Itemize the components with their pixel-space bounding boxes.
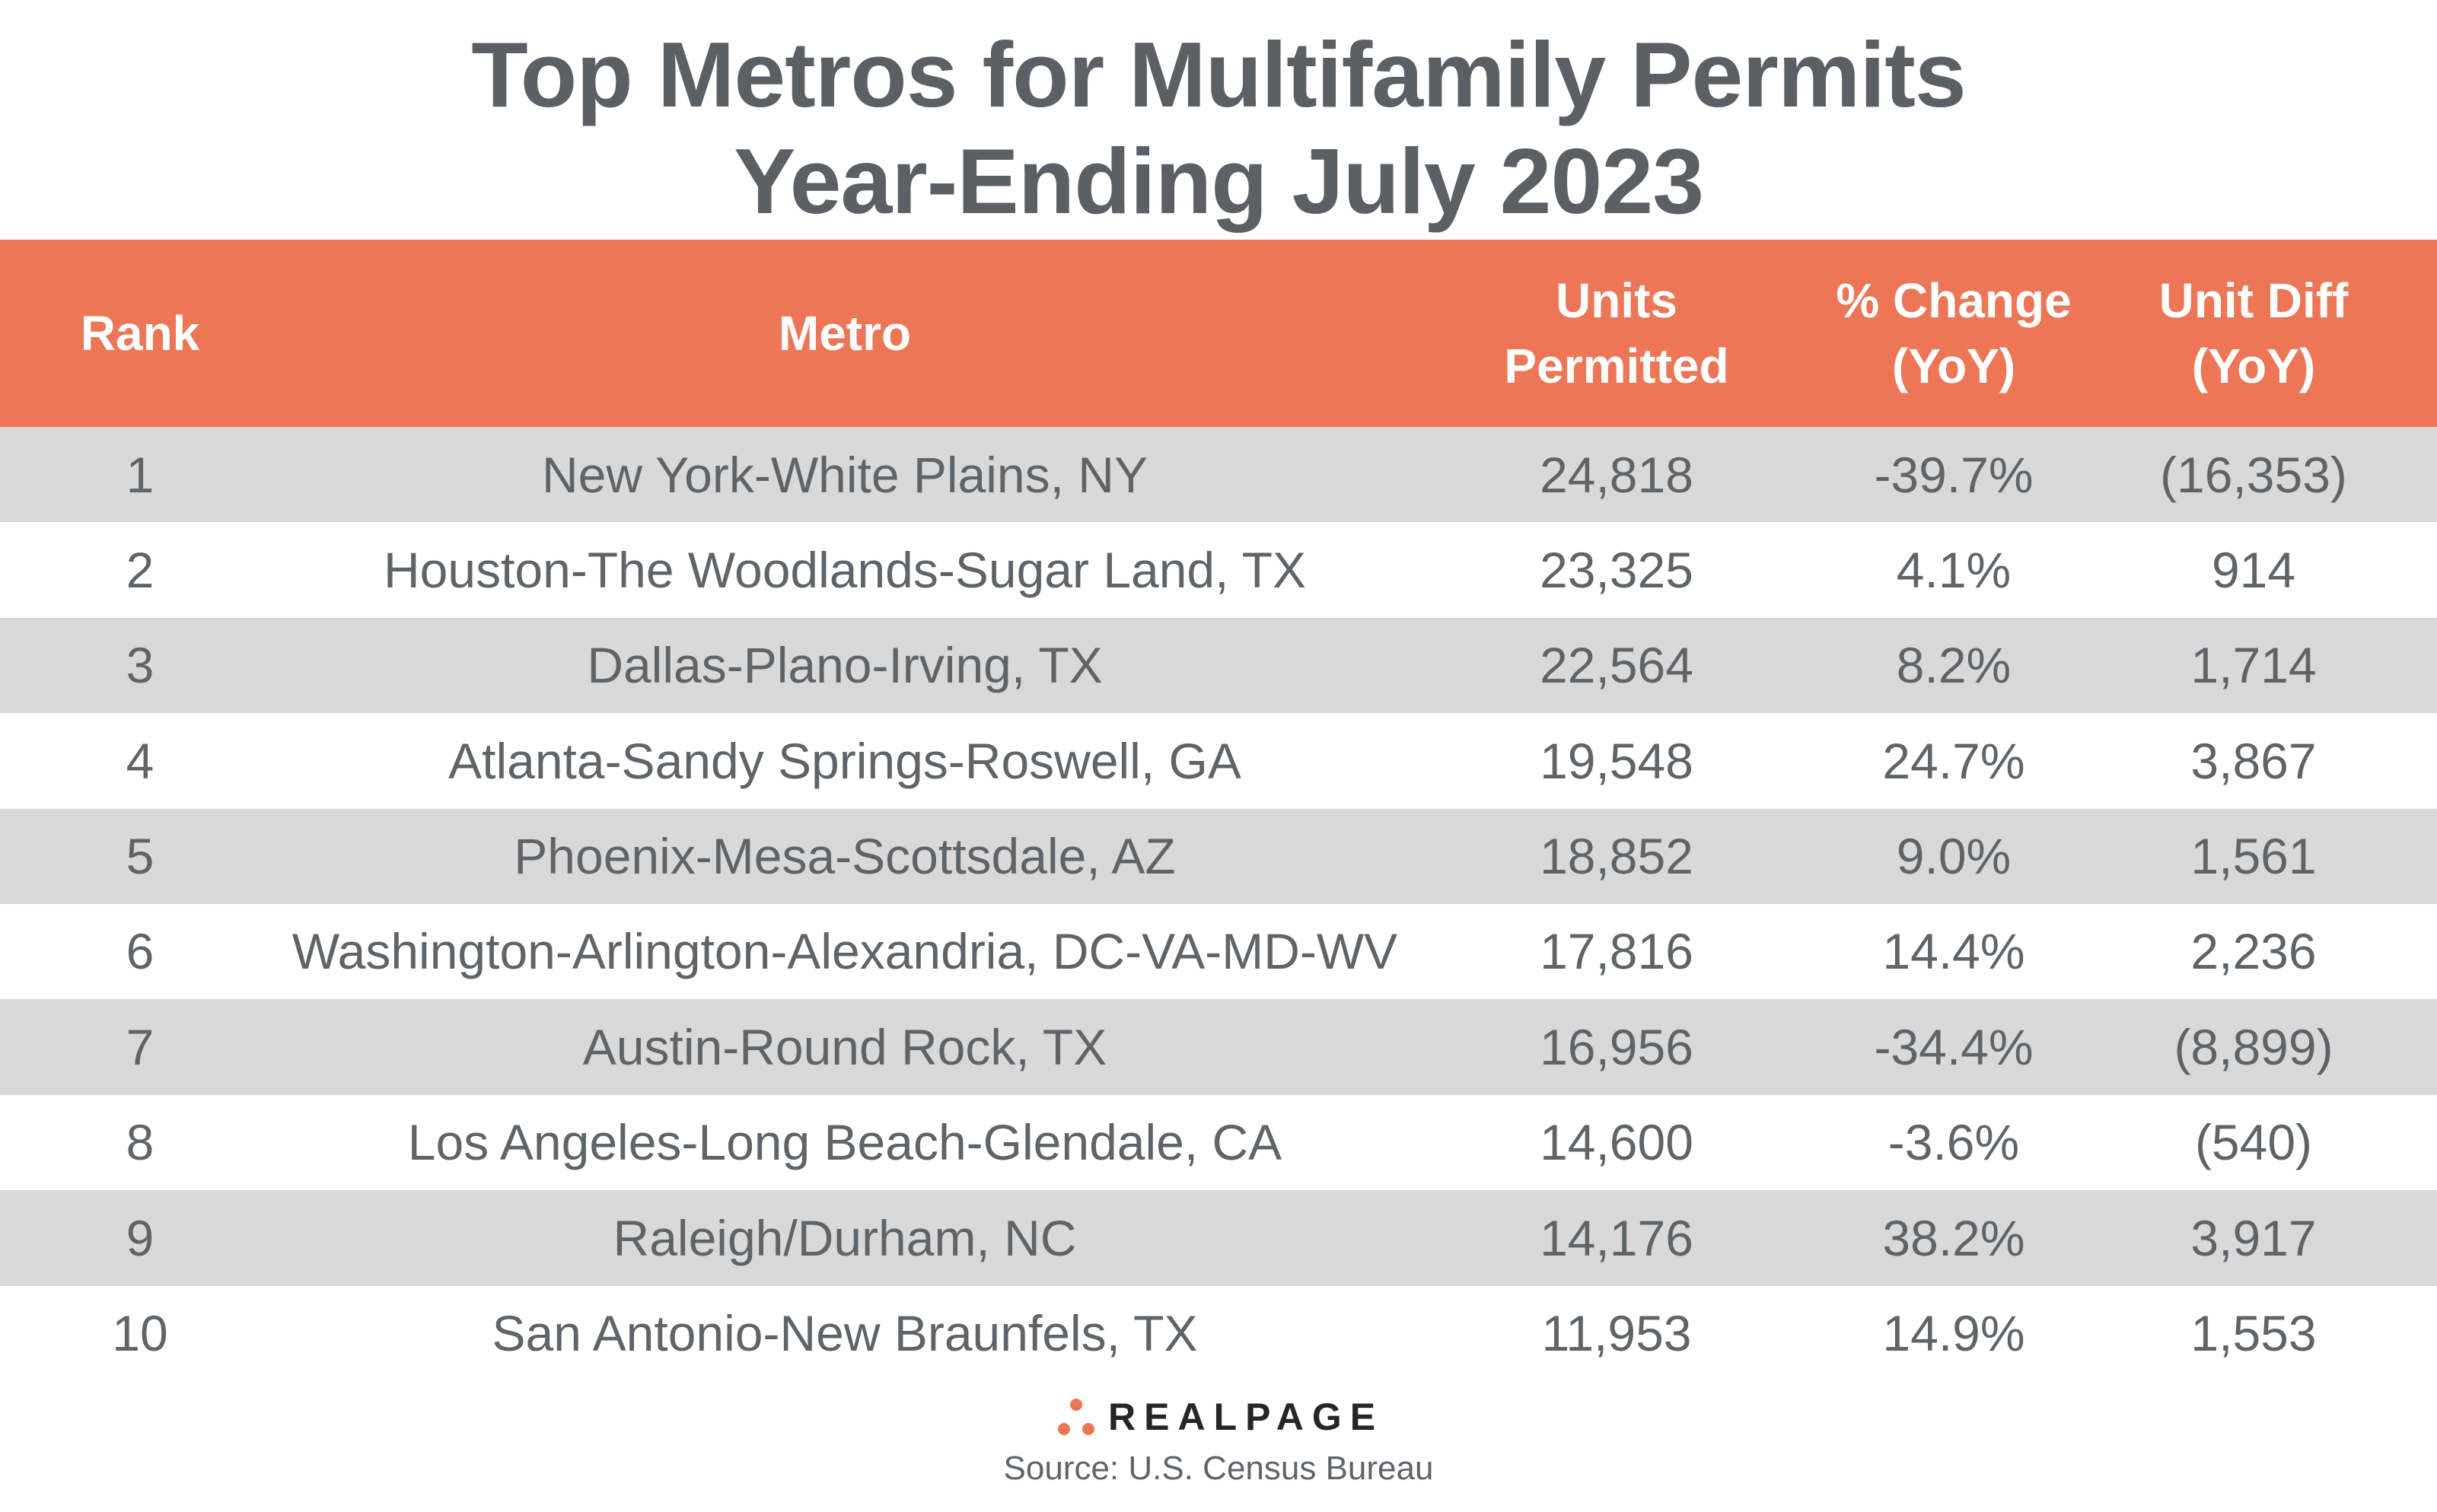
cell-units-permitted: 23,325 bbox=[1540, 541, 1693, 598]
cell-units-permitted: 18,852 bbox=[1540, 828, 1693, 885]
cell-pct-change: 14.4% bbox=[1882, 923, 2025, 980]
cell-rank: 5 bbox=[126, 828, 155, 885]
cell-pct-change: 9.0% bbox=[1896, 828, 2012, 885]
cell-metro: Dallas-Plano-Irving, TX bbox=[587, 637, 1103, 694]
cell-metro: Austin-Round Rock, TX bbox=[582, 1018, 1107, 1075]
cell-rank: 7 bbox=[126, 1018, 155, 1075]
table-row: 1 New York-White Plains, NY 24,818 -39.7% (1… bbox=[0, 427, 2437, 523]
table-header: Rank Metro Units Permitted % Change (YoY… bbox=[0, 240, 2437, 427]
realpage-logo: REALPAGE bbox=[1058, 1394, 1384, 1440]
cell-metro: Raleigh/Durham, NC bbox=[613, 1209, 1077, 1266]
cell-units-permitted: 14,600 bbox=[1540, 1114, 1693, 1171]
cell-unit-diff: (16,353) bbox=[2160, 446, 2347, 503]
table-row: 4 Atlanta-Sandy Springs-Roswell, GA 19,548… bbox=[0, 713, 2437, 808]
table-row: 5 Phoenix-Mesa-Scottsdale, AZ 18,852 9.0% 1,… bbox=[0, 808, 2437, 904]
cell-rank: 4 bbox=[126, 732, 155, 789]
cell-unit-diff: 1,714 bbox=[2190, 637, 2317, 694]
cell-unit-diff: 3,917 bbox=[2190, 1209, 2317, 1266]
cell-units-permitted: 24,818 bbox=[1540, 446, 1693, 503]
cell-units-permitted: 17,816 bbox=[1540, 923, 1693, 980]
table-row: 7 Austin-Round Rock, TX 16,956 -34.4% (8,899… bbox=[0, 999, 2437, 1095]
cell-rank: 9 bbox=[126, 1209, 155, 1266]
cell-unit-diff: 2,236 bbox=[2190, 923, 2317, 980]
header-metro: Metro bbox=[778, 306, 912, 361]
table-row: 6 Washington-Arlington-Alexandria, DC-VA-… bbox=[0, 904, 2437, 999]
cell-pct-change: -34.4% bbox=[1874, 1018, 2034, 1075]
cell-rank: 10 bbox=[112, 1305, 168, 1362]
cell-unit-diff: (540) bbox=[2194, 1114, 2313, 1171]
cell-pct-change: 38.2% bbox=[1882, 1209, 2025, 1266]
cell-metro: Washington-Arlington-Alexandria, DC-VA-M… bbox=[291, 923, 1398, 980]
cell-metro: Phoenix-Mesa-Scottsdale, AZ bbox=[514, 828, 1176, 885]
table-row: 8 Los Angeles-Long Beach-Glendale, CA 14,6… bbox=[0, 1095, 2437, 1190]
table-row: 10 San Antonio-New Braunfels, TX 11,953 14.… bbox=[0, 1286, 2437, 1381]
table-body: 1 New York-White Plains, NY 24,818 -39.7% (1… bbox=[0, 427, 2437, 1381]
header-pct-change: % Change (YoY) bbox=[1836, 273, 2072, 393]
cell-metro: San Antonio-New Braunfels, TX bbox=[492, 1305, 1198, 1362]
cell-pct-change: 24.7% bbox=[1882, 732, 2025, 789]
cell-unit-diff: 3,867 bbox=[2190, 732, 2317, 789]
table-row: 2 Houston-The Woodlands-Sugar Land, TX 23,… bbox=[0, 522, 2437, 617]
cell-unit-diff: (8,899) bbox=[2174, 1018, 2333, 1075]
cell-pct-change: 14.9% bbox=[1882, 1305, 2025, 1362]
title-line-1: Top Metros for Multifamily Permits bbox=[471, 23, 1966, 126]
cell-rank: 1 bbox=[126, 446, 155, 503]
cell-metro: Atlanta-Sandy Springs-Roswell, GA bbox=[448, 732, 1241, 789]
cell-unit-diff: 1,561 bbox=[2190, 828, 2317, 885]
cell-metro: Houston-The Woodlands-Sugar Land, TX bbox=[384, 541, 1306, 598]
title-line-2: Year-Ending July 2023 bbox=[733, 129, 1704, 233]
cell-units-permitted: 14,176 bbox=[1540, 1209, 1693, 1266]
cell-rank: 3 bbox=[126, 637, 155, 694]
table-row: 9 Raleigh/Durham, NC 14,176 38.2% 3,917 bbox=[0, 1190, 2437, 1286]
logo-dots-icon bbox=[1058, 1396, 1094, 1438]
cell-metro: Los Angeles-Long Beach-Glendale, CA bbox=[407, 1114, 1282, 1171]
header-rank: Rank bbox=[80, 306, 200, 361]
cell-pct-change: -3.6% bbox=[1887, 1114, 2020, 1171]
cell-units-permitted: 11,953 bbox=[1541, 1305, 1692, 1362]
cell-units-permitted: 22,564 bbox=[1540, 637, 1693, 694]
cell-rank: 6 bbox=[126, 923, 155, 980]
cell-units-permitted: 19,548 bbox=[1540, 732, 1693, 789]
cell-units-permitted: 16,956 bbox=[1540, 1018, 1693, 1075]
cell-rank: 2 bbox=[126, 541, 155, 598]
source-note: Source: U.S. Census Bureau bbox=[1003, 1450, 1434, 1487]
cell-unit-diff: 1,553 bbox=[2190, 1305, 2317, 1362]
cell-pct-change: 4.1% bbox=[1896, 541, 2012, 598]
cell-rank: 8 bbox=[126, 1114, 155, 1171]
cell-pct-change: -39.7% bbox=[1874, 446, 2034, 503]
cell-unit-diff: 914 bbox=[2211, 541, 2296, 598]
permits-table: Rank Metro Units Permitted % Change (YoY… bbox=[0, 240, 2437, 1381]
header-units: Units Permitted bbox=[1504, 273, 1729, 393]
logo-text: REALPAGE bbox=[1108, 1396, 1384, 1438]
table-row: 3 Dallas-Plano-Irving, TX 22,564 8.2% 1,714 bbox=[0, 617, 2437, 714]
cell-metro: New York-White Plains, NY bbox=[542, 446, 1148, 503]
header-unit-diff: Unit Diff (YoY) bbox=[2158, 273, 2349, 393]
cell-pct-change: 8.2% bbox=[1896, 637, 2012, 694]
